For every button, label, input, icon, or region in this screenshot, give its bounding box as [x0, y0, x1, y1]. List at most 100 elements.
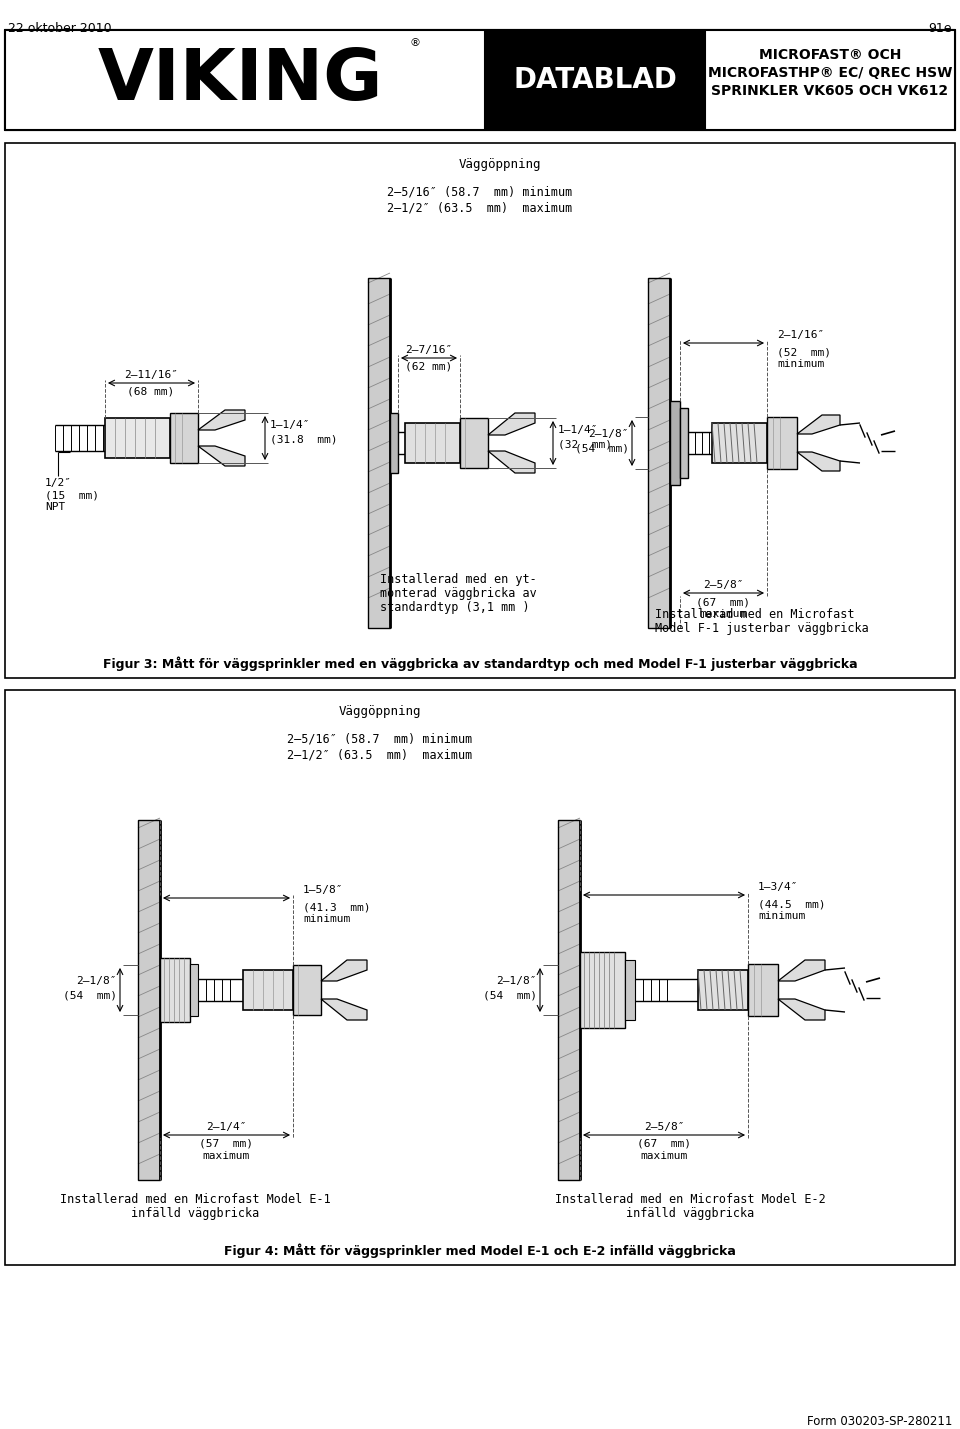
Text: (41.3  mm): (41.3 mm) [303, 902, 371, 912]
Text: monterad väggbricka av: monterad väggbricka av [380, 587, 537, 600]
Bar [405, 423, 460, 463]
Text: standardtyp (3,1 mm ): standardtyp (3,1 mm ) [380, 602, 530, 614]
Bar [698, 970, 748, 1010]
Polygon shape [321, 960, 367, 980]
Text: 2–7/16″: 2–7/16″ [405, 344, 452, 354]
Text: Väggöppning: Väggöppning [339, 704, 421, 717]
Bar [160, 957, 190, 1022]
Bar [767, 417, 797, 469]
Bar [648, 279, 670, 627]
Text: infälld väggbricka: infälld väggbricka [626, 1208, 755, 1220]
Polygon shape [198, 446, 245, 466]
Text: Form 030203-SP-280211: Form 030203-SP-280211 [806, 1415, 952, 1428]
Text: (32  mm): (32 mm) [558, 439, 612, 449]
Bar [243, 970, 293, 1010]
Text: maximum: maximum [203, 1150, 250, 1160]
Text: infälld väggbricka: infälld väggbricka [131, 1208, 259, 1220]
Text: MICROFASTHP® EC/ QREC HSW: MICROFASTHP® EC/ QREC HSW [708, 66, 952, 80]
Text: 91e: 91e [928, 21, 952, 34]
Text: (54  mm): (54 mm) [63, 990, 117, 1000]
Text: Installerad med en Microfast: Installerad med en Microfast [655, 607, 854, 622]
Bar [670, 402, 680, 484]
Text: minimum: minimum [758, 912, 805, 922]
Text: (68 mm): (68 mm) [128, 386, 175, 396]
Text: (54  mm): (54 mm) [483, 990, 537, 1000]
Bar [190, 965, 198, 1016]
Text: 2–1/16″: 2–1/16″ [777, 330, 825, 340]
Text: (54  mm): (54 mm) [575, 443, 629, 453]
Text: MICROFAST® OCH: MICROFAST® OCH [758, 49, 901, 61]
Text: (57  mm): (57 mm) [199, 1139, 253, 1149]
Bar [680, 409, 688, 477]
Bar [705, 30, 955, 130]
Bar [558, 820, 580, 1180]
Text: 1/2″: 1/2″ [45, 477, 72, 487]
Text: 2–11/16″: 2–11/16″ [124, 370, 178, 380]
Text: Model F-1 justerbar väggbricka: Model F-1 justerbar väggbricka [655, 622, 869, 634]
Text: 1–5/8″: 1–5/8″ [303, 885, 344, 895]
Bar [368, 279, 390, 627]
Bar [5, 690, 955, 1265]
Text: DATABLAD: DATABLAD [513, 66, 677, 94]
Text: 2–5/8″: 2–5/8″ [644, 1122, 684, 1132]
Text: minimum: minimum [777, 359, 825, 369]
Text: 2–1/4″: 2–1/4″ [205, 1122, 247, 1132]
Bar [485, 30, 705, 130]
Bar [390, 413, 398, 473]
Text: SPRINKLER VK605 OCH VK612: SPRINKLER VK605 OCH VK612 [711, 84, 948, 99]
Text: maximum: maximum [640, 1150, 687, 1160]
Polygon shape [778, 999, 825, 1020]
Text: Installerad med en Microfast Model E-1: Installerad med en Microfast Model E-1 [60, 1193, 330, 1206]
Text: Väggöppning: Väggöppning [459, 159, 541, 171]
Polygon shape [797, 452, 840, 472]
Bar [580, 952, 625, 1027]
Text: (67  mm): (67 mm) [637, 1139, 691, 1149]
Text: Figur 4: Mått för väggsprinkler med Model E-1 och E-2 infälld väggbricka: Figur 4: Mått för väggsprinkler med Mode… [224, 1243, 736, 1258]
Polygon shape [797, 414, 840, 434]
Text: 2–1/8″: 2–1/8″ [77, 976, 117, 986]
Bar [138, 820, 160, 1180]
Text: 2–1/8″: 2–1/8″ [496, 976, 537, 986]
Bar [105, 419, 170, 459]
Text: VIKING: VIKING [97, 46, 383, 114]
Bar [368, 279, 390, 627]
Text: 1–1/4″: 1–1/4″ [270, 420, 310, 430]
Polygon shape [198, 410, 245, 430]
Bar [648, 279, 670, 627]
Text: 1–1/4″: 1–1/4″ [558, 424, 598, 434]
Polygon shape [488, 413, 535, 434]
Text: (15  mm): (15 mm) [45, 490, 99, 500]
Polygon shape [321, 999, 367, 1020]
Text: 2–5/8″: 2–5/8″ [703, 580, 743, 590]
Text: 2–1/8″: 2–1/8″ [588, 429, 629, 439]
Text: (52  mm): (52 mm) [777, 347, 831, 357]
Text: 22 oktober 2010: 22 oktober 2010 [8, 21, 111, 34]
Text: minimum: minimum [303, 915, 350, 925]
Bar [170, 413, 198, 463]
Text: Installerad med en Microfast Model E-2: Installerad med en Microfast Model E-2 [555, 1193, 826, 1206]
Text: (31.8  mm): (31.8 mm) [270, 434, 338, 444]
Text: NPT: NPT [45, 502, 65, 512]
Text: Figur 3: Mått för väggsprinkler med en väggbricka av standardtyp och med Model F: Figur 3: Mått för väggsprinkler med en v… [103, 656, 857, 670]
Bar [460, 419, 488, 469]
Text: ®: ® [410, 39, 420, 49]
Polygon shape [778, 960, 825, 980]
Bar [5, 143, 955, 677]
Bar [625, 960, 635, 1020]
Polygon shape [488, 452, 535, 473]
Bar [5, 30, 485, 130]
Text: 2–5/16″ (58.7  mm) minimum: 2–5/16″ (58.7 mm) minimum [287, 732, 472, 745]
Bar [293, 965, 321, 1015]
Text: 2–5/16″ (58.7  mm) minimum: 2–5/16″ (58.7 mm) minimum [388, 184, 572, 199]
Text: maximum: maximum [700, 609, 747, 619]
Text: Installerad med en yt-: Installerad med en yt- [380, 573, 537, 586]
Bar [748, 965, 778, 1016]
Text: 2–1/2″ (63.5  mm)  maximum: 2–1/2″ (63.5 mm) maximum [287, 747, 472, 762]
Text: 2–1/2″ (63.5  mm)  maximum: 2–1/2″ (63.5 mm) maximum [388, 201, 572, 214]
Bar [138, 820, 160, 1180]
Text: 1–3/4″: 1–3/4″ [758, 882, 799, 892]
Text: (44.5  mm): (44.5 mm) [758, 899, 826, 909]
Bar [712, 423, 767, 463]
Bar [558, 820, 580, 1180]
Bar [5, 30, 955, 130]
